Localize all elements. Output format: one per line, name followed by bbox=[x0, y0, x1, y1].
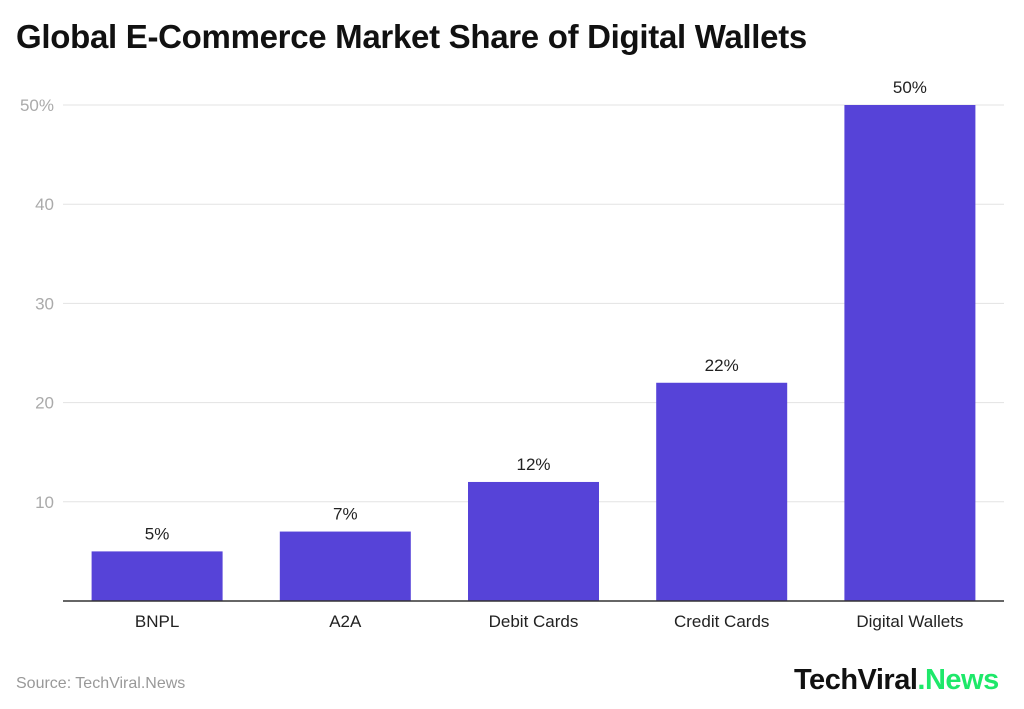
data-label: 50% bbox=[893, 78, 927, 97]
logo-accent: .News bbox=[917, 664, 999, 696]
data-label: 12% bbox=[516, 455, 550, 474]
data-label: 5% bbox=[145, 524, 170, 543]
logo-main: TechViral bbox=[794, 664, 918, 696]
source-note: Source: TechViral.News bbox=[16, 675, 186, 692]
bar bbox=[91, 551, 223, 601]
bar bbox=[468, 481, 599, 601]
y-tick-label: 40 bbox=[35, 195, 54, 214]
techviral-logo: TechViral.News bbox=[794, 664, 999, 697]
data-label: 7% bbox=[333, 505, 358, 524]
chart-title: Global E-Commerce Market Share of Digita… bbox=[16, 18, 807, 55]
x-tick-label: Debit Cards bbox=[489, 612, 579, 631]
bar bbox=[279, 531, 411, 601]
x-tick-label: BNPL bbox=[135, 612, 179, 631]
y-tick-label: 10 bbox=[35, 493, 54, 512]
y-tick-label: 30 bbox=[35, 294, 54, 313]
bar bbox=[844, 105, 976, 601]
y-tick-label: 20 bbox=[35, 394, 54, 413]
bar bbox=[656, 382, 788, 601]
y-tick-label: 50% bbox=[20, 96, 54, 115]
data-label: 22% bbox=[705, 356, 739, 375]
x-tick-label: A2A bbox=[329, 612, 362, 631]
x-tick-label: Credit Cards bbox=[674, 612, 769, 631]
x-tick-label: Digital Wallets bbox=[856, 612, 963, 631]
